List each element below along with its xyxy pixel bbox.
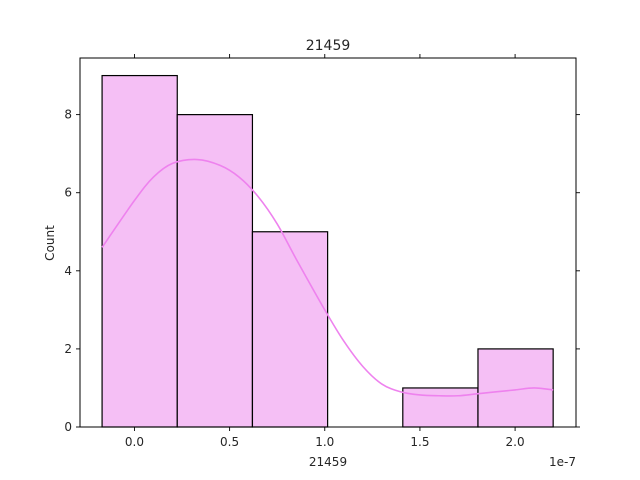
x-tick-label: 1.5	[410, 435, 429, 449]
y-axis-label: Count	[43, 225, 57, 261]
y-tick-label: 2	[64, 342, 72, 356]
x-tick-label: 2.0	[506, 435, 525, 449]
y-tick-label: 0	[64, 420, 72, 434]
axes-frame	[79, 57, 577, 428]
histogram-bar	[176, 114, 254, 428]
histogram-bar	[251, 231, 329, 428]
x-tick-label: 0.5	[220, 435, 239, 449]
x-axis-label: 21459	[309, 455, 347, 469]
x-tick-label: 1.0	[315, 435, 334, 449]
chart-title: 21459	[306, 38, 351, 54]
y-tick-label: 8	[64, 108, 72, 122]
x-axis-ticks: 0.0 0.5 1.0 1.5 2.0	[125, 54, 525, 449]
kde-curve	[101, 158, 554, 397]
x-offset-label: 1e-7	[549, 455, 576, 469]
y-axis-ticks: 0 2 4 6 8	[64, 108, 580, 434]
x-tick-label: 0.0	[125, 435, 144, 449]
histogram-bars	[101, 74, 554, 428]
y-tick-label: 6	[64, 186, 72, 200]
y-tick-label: 4	[64, 264, 72, 278]
histogram-bar	[101, 74, 178, 428]
